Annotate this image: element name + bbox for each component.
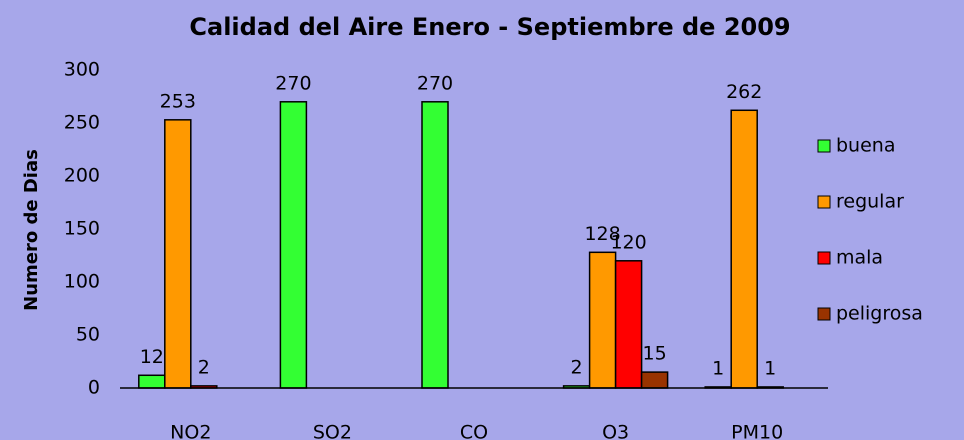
y-tick-label: 50 [76, 324, 100, 346]
legend-label: mala [836, 247, 883, 269]
data-label: 2 [571, 356, 583, 378]
data-label: 253 [160, 90, 196, 112]
bar [138, 374, 166, 389]
data-label: 270 [417, 72, 453, 94]
y-tick-label: 200 [64, 165, 100, 187]
data-label: 12 [140, 346, 164, 368]
data-label: 128 [584, 223, 620, 245]
y-tick-label: 150 [64, 218, 100, 240]
x-tick-label: O3 [602, 422, 629, 440]
legend-label: regular [836, 191, 904, 213]
legend-swatch [817, 307, 831, 321]
x-tick-label: PM10 [731, 422, 783, 440]
chart-title: Calidad del Aire Enero - Septiembre de 2… [189, 13, 790, 41]
bar [614, 260, 643, 389]
y-tick-label: 300 [64, 59, 100, 81]
legend-label: buena [836, 135, 895, 157]
y-tick-label: 0 [88, 377, 100, 399]
legend-label: peligrosa [836, 303, 923, 325]
y-axis-label: Numero de Dias [21, 149, 42, 311]
data-label: 1 [712, 357, 724, 379]
data-label: 15 [643, 343, 667, 365]
x-tick-label: SO2 [313, 422, 352, 440]
bar [279, 101, 308, 389]
y-tick-label: 250 [64, 112, 100, 134]
y-tick-label: 100 [64, 271, 100, 293]
data-label: 270 [275, 72, 311, 94]
data-label: 262 [726, 81, 762, 103]
bar [640, 371, 669, 389]
bar [164, 119, 192, 389]
legend-swatch [817, 139, 831, 153]
data-label: 120 [610, 231, 646, 253]
legend-swatch [817, 195, 831, 209]
data-label: 2 [198, 356, 210, 378]
bar [588, 251, 617, 389]
bar [421, 101, 449, 389]
x-tick-label: NO2 [170, 422, 211, 440]
legend-swatch [817, 251, 831, 265]
x-tick-label: CO [460, 422, 488, 440]
bar [730, 109, 758, 389]
data-label: 1 [764, 357, 776, 379]
